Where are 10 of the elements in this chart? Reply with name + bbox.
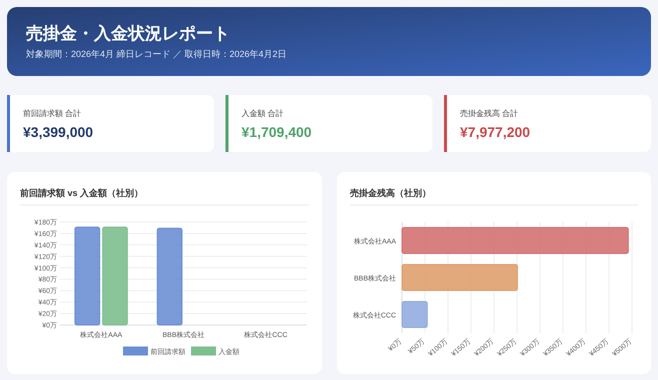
text: 売掛金残高 合計 bbox=[460, 109, 518, 118]
text: 入金額 合計 bbox=[242, 109, 284, 118]
text: ¥1,709,400 bbox=[242, 124, 312, 140]
text: 対象期間：2026年4月 締日レコード ／ 取得日時：2026年4月2日 bbox=[26, 49, 287, 59]
text: ¥7,977,200 bbox=[460, 124, 530, 140]
text: ¥3,399,000 bbox=[23, 124, 94, 140]
chart-title: 前回請求額 vs 入金額（社別） bbox=[19, 188, 144, 198]
text: 前回請求額 合計 bbox=[23, 109, 82, 118]
chart-title: 売掛金残高（社別） bbox=[350, 188, 431, 198]
text: 売掛金・入金状況レポート bbox=[26, 24, 230, 43]
